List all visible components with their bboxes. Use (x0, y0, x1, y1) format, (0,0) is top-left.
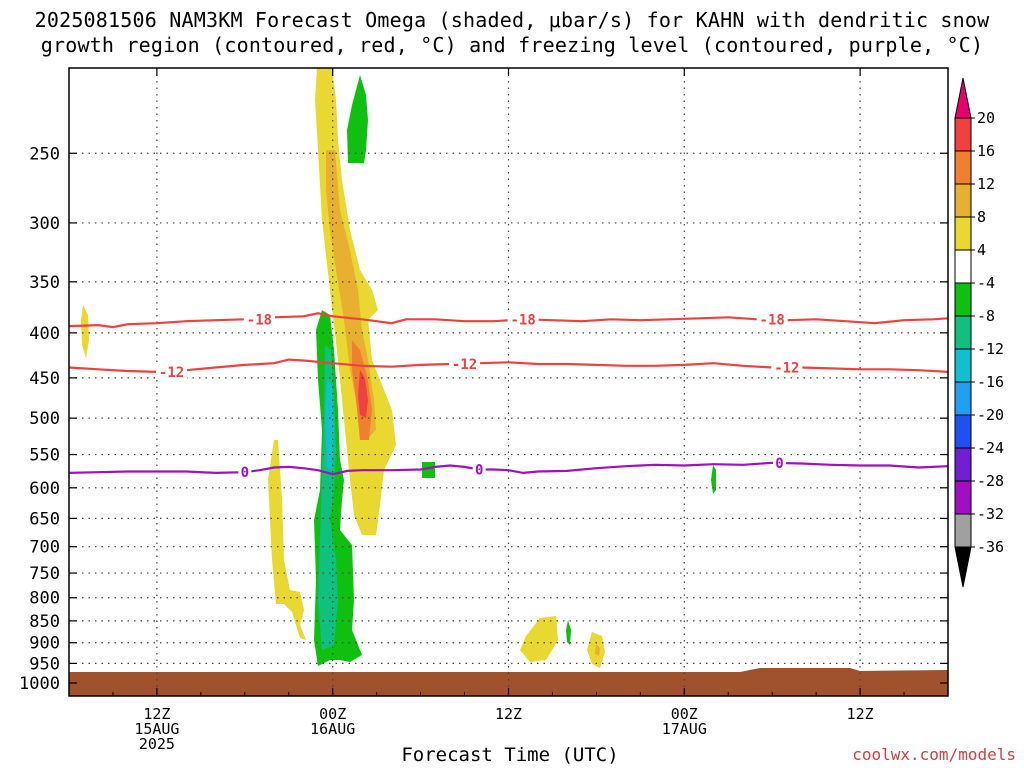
y-axis: 2503003504004505005506006507007508008509… (19, 144, 948, 694)
omega-region-minus4 (711, 465, 716, 494)
omega-region-plus4 (520, 616, 558, 662)
x-tick-label: 17AUG (662, 720, 707, 738)
colorbar-swatch (954, 216, 972, 251)
colorbar-swatch (954, 117, 972, 152)
contour-label-background (771, 359, 803, 375)
colorbar-swatch (954, 282, 972, 317)
y-tick-label: 550 (29, 446, 60, 466)
contour-label: -18 (760, 312, 785, 328)
y-tick-label: 900 (29, 634, 60, 654)
omega-region-minus12 (325, 380, 334, 470)
contour-label: -12 (452, 357, 477, 373)
colorbar-swatch (954, 480, 972, 515)
y-tick-label: 350 (29, 273, 60, 293)
contour-label-background (773, 454, 787, 470)
contour-label: -12 (159, 365, 184, 381)
colorbar-swatch (954, 381, 972, 416)
y-tick-label: 300 (29, 214, 60, 234)
contour-label: 0 (241, 465, 249, 481)
colorbar-swatch (954, 348, 972, 383)
terrain-ground (69, 668, 948, 696)
y-tick-label: 800 (29, 589, 60, 609)
colorbar-label: 20 (977, 109, 995, 127)
colorbar-swatch (954, 414, 972, 449)
colorbar-swatch (954, 150, 972, 185)
source-credit: coolwx.com/models (852, 745, 1016, 764)
y-tick-label: 600 (29, 479, 60, 499)
colorbar-label: 16 (977, 142, 995, 160)
colorbar-label: -12 (977, 340, 1004, 358)
y-tick-label: 450 (29, 369, 60, 389)
x-tick-label: 00Z (319, 705, 346, 723)
colorbar-label: 4 (977, 241, 986, 259)
colorbar-label: 12 (977, 175, 995, 193)
contour-label: 0 (775, 456, 783, 472)
contour-label: 0 (475, 463, 483, 479)
colorbar-legend: 20 16 12 8 4 -4 -8 -12 -16 -20 -24 -28 -32 -36 (954, 77, 1004, 588)
contour-label-background (507, 311, 539, 327)
chart-title-line2: growth region (contoured, red, °C) and f… (40, 33, 984, 57)
colorbar-swatch (954, 249, 972, 284)
colorbar-top-arrow (954, 77, 972, 119)
colorbar-label: -32 (977, 505, 1004, 523)
contour-line (69, 312, 948, 329)
omega-region-plus4 (81, 305, 89, 358)
y-tick-label: 750 (29, 564, 60, 584)
y-tick-label: 500 (29, 409, 60, 429)
x-tick-label: 12Z (495, 705, 522, 723)
contour-label-background (449, 356, 481, 372)
contour-label-background (238, 464, 252, 480)
colorbar-label: -24 (977, 439, 1004, 457)
colorbar-label: -4 (977, 274, 995, 292)
x-tick-label: 12Z (847, 705, 874, 723)
y-tick-label: 700 (29, 538, 60, 558)
omega-region-plus4 (268, 440, 306, 640)
x-tick-label: 00Z (671, 705, 698, 723)
colorbar-label: -36 (977, 538, 1004, 556)
contour-label-background (156, 363, 188, 379)
colorbar-swatch (954, 513, 972, 548)
colorbar-swatch (954, 315, 972, 350)
x-tick-label: 15AUG (134, 720, 179, 738)
colorbar-bottom-arrow (954, 546, 972, 588)
colorbar-label: -28 (977, 472, 1004, 490)
omega-region-minus4 (566, 620, 571, 645)
x-tick-label: 16AUG (310, 720, 355, 738)
contour-label-background (472, 461, 486, 477)
omega-region-minus4 (347, 75, 368, 163)
colorbar-swatch (954, 447, 972, 482)
colorbar-label: 8 (977, 208, 986, 226)
y-tick-label: 650 (29, 509, 60, 529)
contour-label-background (756, 311, 788, 327)
contour-label-background (243, 311, 275, 327)
colorbar-label: -16 (977, 373, 1004, 391)
y-tick-label: 250 (29, 144, 60, 164)
y-tick-label: 400 (29, 324, 60, 344)
y-tick-label: 1000 (19, 674, 60, 694)
x-tick-label: 2025 (139, 735, 175, 753)
colorbar-label: -20 (977, 406, 1004, 424)
y-tick-label: 850 (29, 612, 60, 632)
omega-region-plus16 (358, 370, 368, 418)
contour-label: -18 (247, 312, 272, 328)
omega-region-minus4 (422, 462, 435, 478)
y-tick-label: 950 (29, 654, 60, 674)
contour-label: -18 (511, 312, 536, 328)
x-tick-label: 12Z (143, 705, 170, 723)
contour-lines: -18 -18 -18 -12 -12 -12 0 0 0 (69, 311, 948, 481)
chart-title-line1: 2025081506 NAM3KM Forecast Omega (shaded… (34, 8, 990, 32)
x-axis-title: Forecast Time (UTC) (401, 744, 619, 766)
contour-label: -12 (774, 361, 799, 377)
colorbar-swatch (954, 183, 972, 218)
colorbar-label: -8 (977, 307, 995, 325)
grid-lines (69, 68, 948, 696)
omega-region-plus8 (595, 644, 600, 656)
